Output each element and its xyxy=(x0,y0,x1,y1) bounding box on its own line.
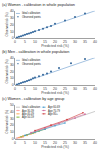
svg-text:30: 30 xyxy=(73,40,77,44)
svg-text:35: 35 xyxy=(83,141,87,145)
svg-text:20: 20 xyxy=(53,40,57,44)
svg-text:Ideal calibration: Ideal calibration xyxy=(22,105,41,109)
svg-text:35: 35 xyxy=(83,87,87,91)
svg-text:Observed risk (%): Observed risk (%) xyxy=(5,59,9,83)
svg-text:40: 40 xyxy=(10,110,14,114)
svg-text:(c) Women - calibration by age: (c) Women - calibration by age group xyxy=(2,97,64,101)
svg-text:25: 25 xyxy=(63,87,67,91)
svg-text:0: 0 xyxy=(14,141,16,145)
svg-text:(a) Women - calibration in who: (a) Women - calibration in whole populat… xyxy=(2,3,75,7)
svg-text:30: 30 xyxy=(73,141,77,145)
svg-text:20: 20 xyxy=(10,123,14,127)
svg-text:25: 25 xyxy=(63,141,67,145)
svg-text:25: 25 xyxy=(63,40,67,44)
svg-text:20: 20 xyxy=(53,87,57,91)
svg-text:0: 0 xyxy=(12,83,14,87)
svg-text:30: 30 xyxy=(10,116,14,120)
svg-text:0: 0 xyxy=(14,87,16,91)
svg-text:Ideal calibration: Ideal calibration xyxy=(22,58,41,62)
svg-text:Age 60-69: Age 60-69 xyxy=(48,105,61,109)
svg-text:5: 5 xyxy=(24,141,26,145)
svg-text:40: 40 xyxy=(93,141,97,145)
svg-text:Age 30-39: Age 30-39 xyxy=(22,109,35,113)
svg-text:Ideal calibration: Ideal calibration xyxy=(22,11,41,15)
svg-text:5: 5 xyxy=(24,40,26,44)
svg-text:30: 30 xyxy=(10,63,14,67)
svg-text:Observed points: Observed points xyxy=(22,15,42,19)
svg-text:50: 50 xyxy=(10,103,14,107)
svg-text:Age 80+: Age 80+ xyxy=(48,112,58,116)
svg-text:20: 20 xyxy=(10,70,14,74)
svg-text:40: 40 xyxy=(93,87,97,91)
svg-text:Observed risk (%): Observed risk (%) xyxy=(5,110,9,134)
svg-text:40: 40 xyxy=(10,56,14,60)
svg-text:Predicted risk (%): Predicted risk (%) xyxy=(41,145,69,149)
svg-text:10: 10 xyxy=(10,130,14,134)
svg-text:Age 40-49: Age 40-49 xyxy=(22,112,35,116)
svg-text:10: 10 xyxy=(33,40,37,44)
svg-text:Predicted risk (%): Predicted risk (%) xyxy=(41,44,69,48)
svg-text:20: 20 xyxy=(53,141,57,145)
svg-text:Age 50-59: Age 50-59 xyxy=(22,115,35,119)
svg-text:Observed risk (%): Observed risk (%) xyxy=(5,13,9,37)
svg-text:30: 30 xyxy=(10,16,14,20)
svg-text:10: 10 xyxy=(10,76,14,80)
svg-text:10: 10 xyxy=(10,30,14,34)
svg-text:5: 5 xyxy=(24,87,26,91)
svg-text:(b) Men - calibration in whole: (b) Men - calibration in whole populatio… xyxy=(2,50,69,54)
svg-text:35: 35 xyxy=(83,40,87,44)
svg-text:40: 40 xyxy=(10,9,14,13)
svg-text:Predicted risk (%): Predicted risk (%) xyxy=(41,91,69,95)
svg-text:40: 40 xyxy=(93,40,97,44)
svg-text:Observed points: Observed points xyxy=(22,62,42,66)
svg-text:15: 15 xyxy=(43,141,47,145)
svg-text:10: 10 xyxy=(33,87,37,91)
svg-text:0: 0 xyxy=(14,40,16,44)
svg-text:0: 0 xyxy=(12,137,14,141)
svg-text:15: 15 xyxy=(43,87,47,91)
svg-text:30: 30 xyxy=(73,87,77,91)
svg-text:20: 20 xyxy=(10,23,14,27)
svg-text:0: 0 xyxy=(12,36,14,40)
svg-text:10: 10 xyxy=(33,141,37,145)
svg-text:Age 70-79: Age 70-79 xyxy=(48,109,61,113)
svg-text:15: 15 xyxy=(43,40,47,44)
